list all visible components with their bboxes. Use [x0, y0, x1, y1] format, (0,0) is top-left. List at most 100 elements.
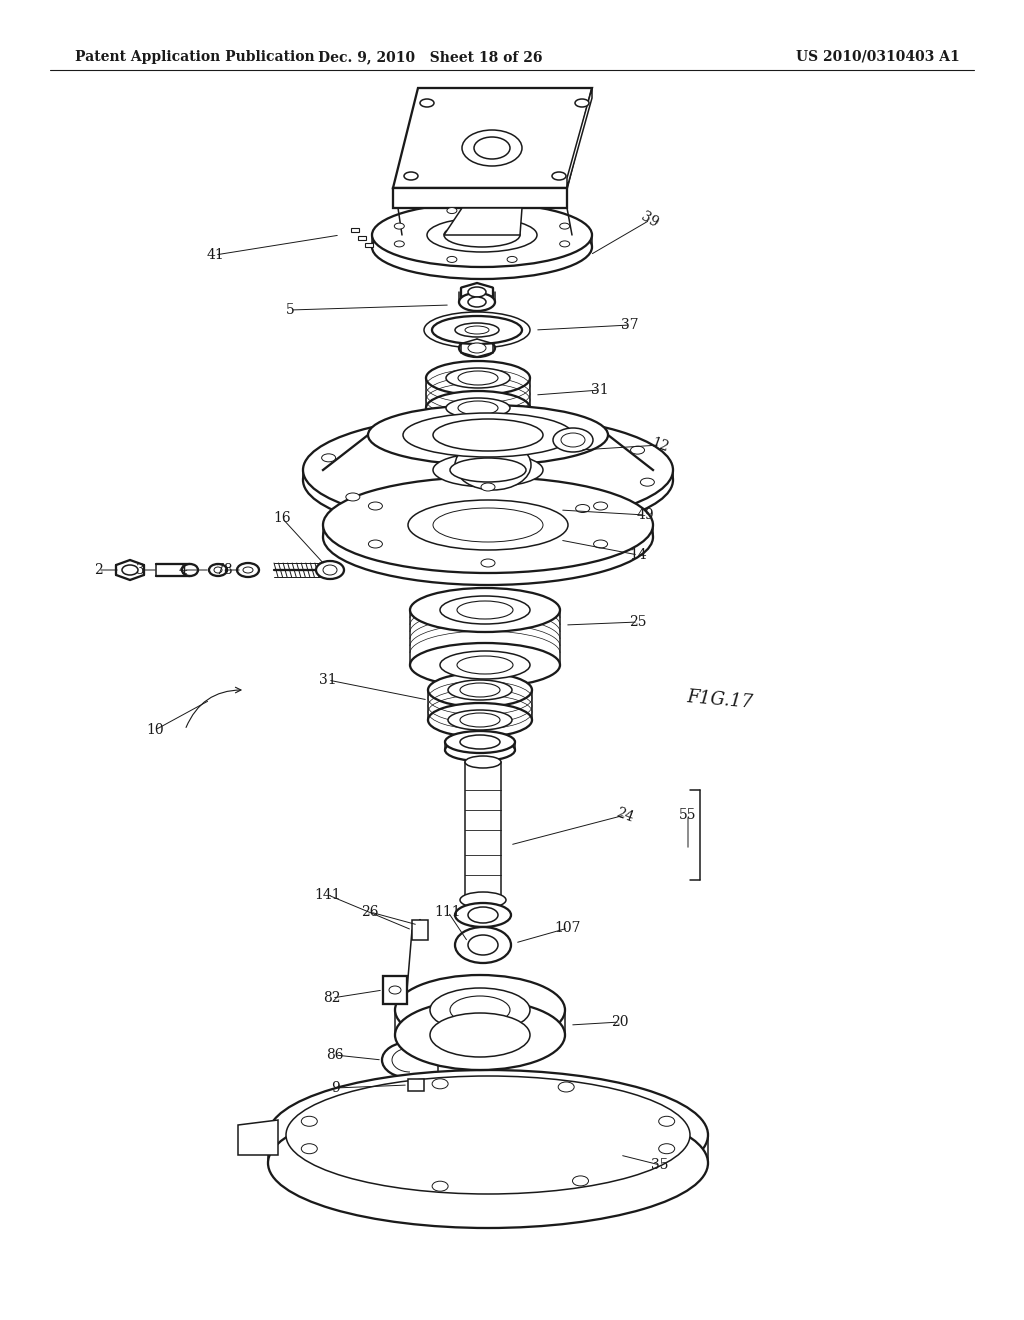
Ellipse shape [468, 286, 486, 297]
Ellipse shape [428, 673, 532, 708]
Ellipse shape [237, 564, 259, 577]
Ellipse shape [372, 215, 592, 279]
Ellipse shape [445, 739, 515, 762]
Ellipse shape [457, 656, 513, 675]
Ellipse shape [303, 425, 673, 535]
Ellipse shape [408, 500, 568, 550]
Text: Patent Application Publication: Patent Application Publication [75, 50, 314, 63]
Text: 86: 86 [327, 1048, 344, 1063]
Text: F1G.17: F1G.17 [686, 688, 754, 711]
Ellipse shape [560, 223, 569, 230]
Ellipse shape [538, 422, 552, 430]
Ellipse shape [450, 458, 526, 482]
Ellipse shape [459, 293, 495, 312]
Ellipse shape [575, 504, 590, 512]
Ellipse shape [440, 597, 530, 624]
Ellipse shape [424, 312, 530, 348]
Ellipse shape [449, 710, 512, 730]
Ellipse shape [460, 892, 506, 908]
Text: 4: 4 [178, 564, 187, 577]
Ellipse shape [432, 1181, 449, 1191]
Ellipse shape [446, 207, 457, 214]
Text: 10: 10 [146, 723, 164, 737]
Ellipse shape [594, 540, 607, 548]
Ellipse shape [440, 651, 530, 678]
Ellipse shape [369, 502, 382, 510]
Ellipse shape [286, 1076, 690, 1195]
Ellipse shape [558, 1082, 574, 1092]
Text: 31: 31 [591, 383, 609, 397]
Polygon shape [351, 227, 359, 232]
Ellipse shape [457, 601, 513, 619]
Text: 12: 12 [649, 436, 671, 454]
Text: 26: 26 [361, 906, 379, 919]
Ellipse shape [368, 405, 608, 465]
Ellipse shape [449, 680, 512, 700]
Text: 82: 82 [324, 991, 341, 1005]
Text: 25: 25 [630, 615, 647, 630]
Ellipse shape [560, 240, 569, 247]
Ellipse shape [458, 371, 498, 385]
Ellipse shape [481, 558, 495, 568]
Ellipse shape [445, 731, 515, 752]
Ellipse shape [468, 297, 486, 308]
Ellipse shape [322, 454, 336, 462]
Ellipse shape [450, 997, 510, 1024]
Text: 37: 37 [622, 318, 639, 333]
Polygon shape [393, 88, 592, 187]
Ellipse shape [433, 508, 543, 543]
Ellipse shape [243, 568, 253, 573]
Ellipse shape [433, 418, 543, 451]
Text: 111: 111 [434, 906, 462, 919]
Ellipse shape [410, 587, 560, 632]
Polygon shape [365, 243, 373, 247]
Text: US 2010/0310403 A1: US 2010/0310403 A1 [797, 50, 961, 63]
Text: 78: 78 [216, 564, 233, 577]
Ellipse shape [323, 565, 337, 576]
Polygon shape [383, 975, 407, 1005]
Ellipse shape [462, 129, 522, 166]
Text: 16: 16 [273, 511, 291, 525]
Ellipse shape [459, 339, 495, 356]
Ellipse shape [432, 315, 522, 345]
Text: 5: 5 [286, 304, 294, 317]
Ellipse shape [446, 399, 510, 418]
Text: 24: 24 [614, 805, 636, 825]
Ellipse shape [458, 401, 498, 414]
Ellipse shape [455, 323, 499, 337]
Ellipse shape [455, 927, 511, 964]
Ellipse shape [394, 240, 404, 247]
Ellipse shape [323, 488, 653, 585]
Ellipse shape [395, 1001, 565, 1071]
Ellipse shape [446, 368, 510, 388]
Text: 3: 3 [135, 564, 144, 577]
Ellipse shape [631, 446, 644, 454]
Ellipse shape [433, 453, 543, 487]
Polygon shape [567, 88, 592, 187]
Ellipse shape [369, 540, 382, 548]
Ellipse shape [389, 986, 401, 994]
Ellipse shape [316, 561, 344, 579]
Ellipse shape [430, 987, 530, 1032]
Ellipse shape [465, 326, 489, 334]
Ellipse shape [346, 492, 359, 502]
Ellipse shape [444, 223, 520, 247]
Ellipse shape [420, 99, 434, 107]
Text: 49: 49 [636, 508, 653, 521]
Ellipse shape [301, 1143, 317, 1154]
Ellipse shape [561, 433, 585, 447]
Polygon shape [238, 1119, 278, 1155]
Ellipse shape [182, 564, 198, 576]
Ellipse shape [468, 935, 498, 954]
Ellipse shape [640, 478, 654, 486]
Ellipse shape [412, 424, 425, 432]
Ellipse shape [468, 907, 498, 923]
Ellipse shape [372, 203, 592, 267]
Ellipse shape [460, 682, 500, 697]
Polygon shape [358, 235, 366, 240]
Ellipse shape [507, 256, 517, 263]
Ellipse shape [303, 414, 673, 525]
Ellipse shape [553, 428, 593, 451]
Ellipse shape [323, 477, 653, 573]
Ellipse shape [404, 172, 418, 180]
